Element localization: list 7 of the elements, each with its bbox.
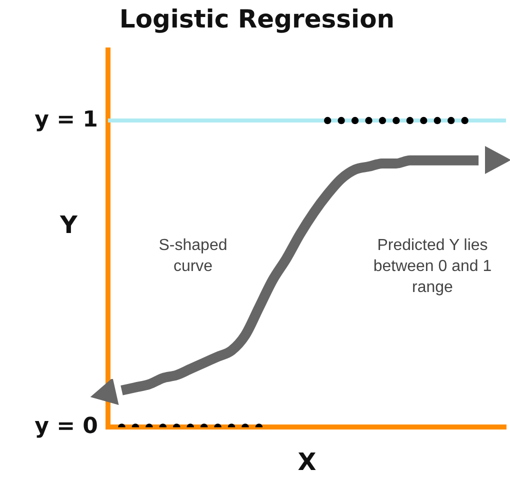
y-axis-title: Y	[60, 210, 78, 239]
chart-title: Logistic Regression	[119, 4, 395, 34]
annotation: Predicted Y lies between 0 and 1 range	[372, 236, 493, 298]
y-tick-label: y = 0	[34, 414, 98, 439]
annotation: S-shaped curve	[158, 236, 228, 277]
x-axis-title: X	[298, 448, 317, 476]
y-tick-label: y = 1	[34, 107, 98, 132]
